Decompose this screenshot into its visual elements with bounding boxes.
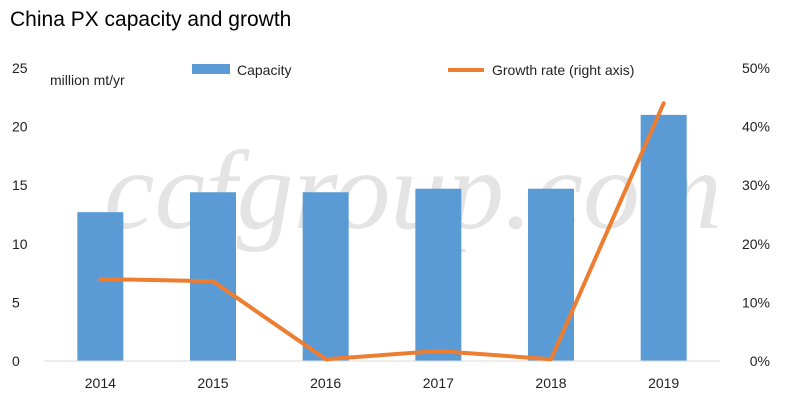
y-axis-right: 0% 10% 20% 30% 40% 50% (742, 60, 770, 369)
capacity-bar (415, 188, 462, 361)
chart-title: China PX capacity and growth (10, 8, 291, 31)
x-axis: 2014 2015 2016 2017 2018 2019 (85, 375, 680, 391)
growth-rate-point (663, 102, 665, 104)
legend-capacity-label: Capacity (237, 62, 291, 78)
growth-rate-line (98, 101, 666, 362)
y-tick-left: 25 (12, 60, 28, 76)
growth-rate-point (437, 350, 439, 352)
y-tick-left: 20 (12, 119, 28, 135)
capacity-bars (77, 114, 687, 361)
x-tick-label: 2018 (535, 375, 566, 391)
capacity-bar (190, 192, 236, 361)
y-axis-label: million mt/yr (50, 72, 125, 88)
x-tick-label: 2014 (85, 375, 116, 391)
legend-growth-label: Growth rate (right axis) (492, 62, 634, 78)
y-tick-left: 5 (12, 294, 20, 310)
y-tick-right: 10% (742, 294, 770, 310)
y-tick-right: 50% (742, 60, 770, 76)
x-tick-label: 2016 (310, 375, 341, 391)
capacity-bar (640, 114, 687, 361)
capacity-bar (302, 192, 349, 361)
x-tick-label: 2019 (648, 375, 679, 391)
legend: Capacity Growth rate (right axis) (192, 62, 634, 78)
y-tick-right: 0% (750, 353, 770, 369)
growth-rate-point (325, 358, 327, 360)
y-tick-right: 20% (742, 236, 770, 252)
capacity-bar (77, 212, 124, 361)
y-tick-left: 0 (12, 353, 20, 369)
growth-rate-point (212, 280, 214, 282)
x-tick-label: 2015 (197, 375, 228, 391)
growth-rate-point (99, 278, 101, 280)
growth-rate-point (550, 358, 552, 360)
y-tick-left: 10 (12, 236, 28, 252)
legend-capacity-swatch (192, 64, 230, 74)
y-axis-left: 0 5 10 15 20 25 (12, 60, 28, 369)
y-tick-right: 30% (742, 177, 770, 193)
x-tick-label: 2017 (423, 375, 454, 391)
y-tick-right: 40% (742, 119, 770, 135)
y-tick-left: 15 (12, 177, 28, 193)
capacity-bar (528, 188, 574, 361)
growth-line-series (98, 101, 666, 362)
